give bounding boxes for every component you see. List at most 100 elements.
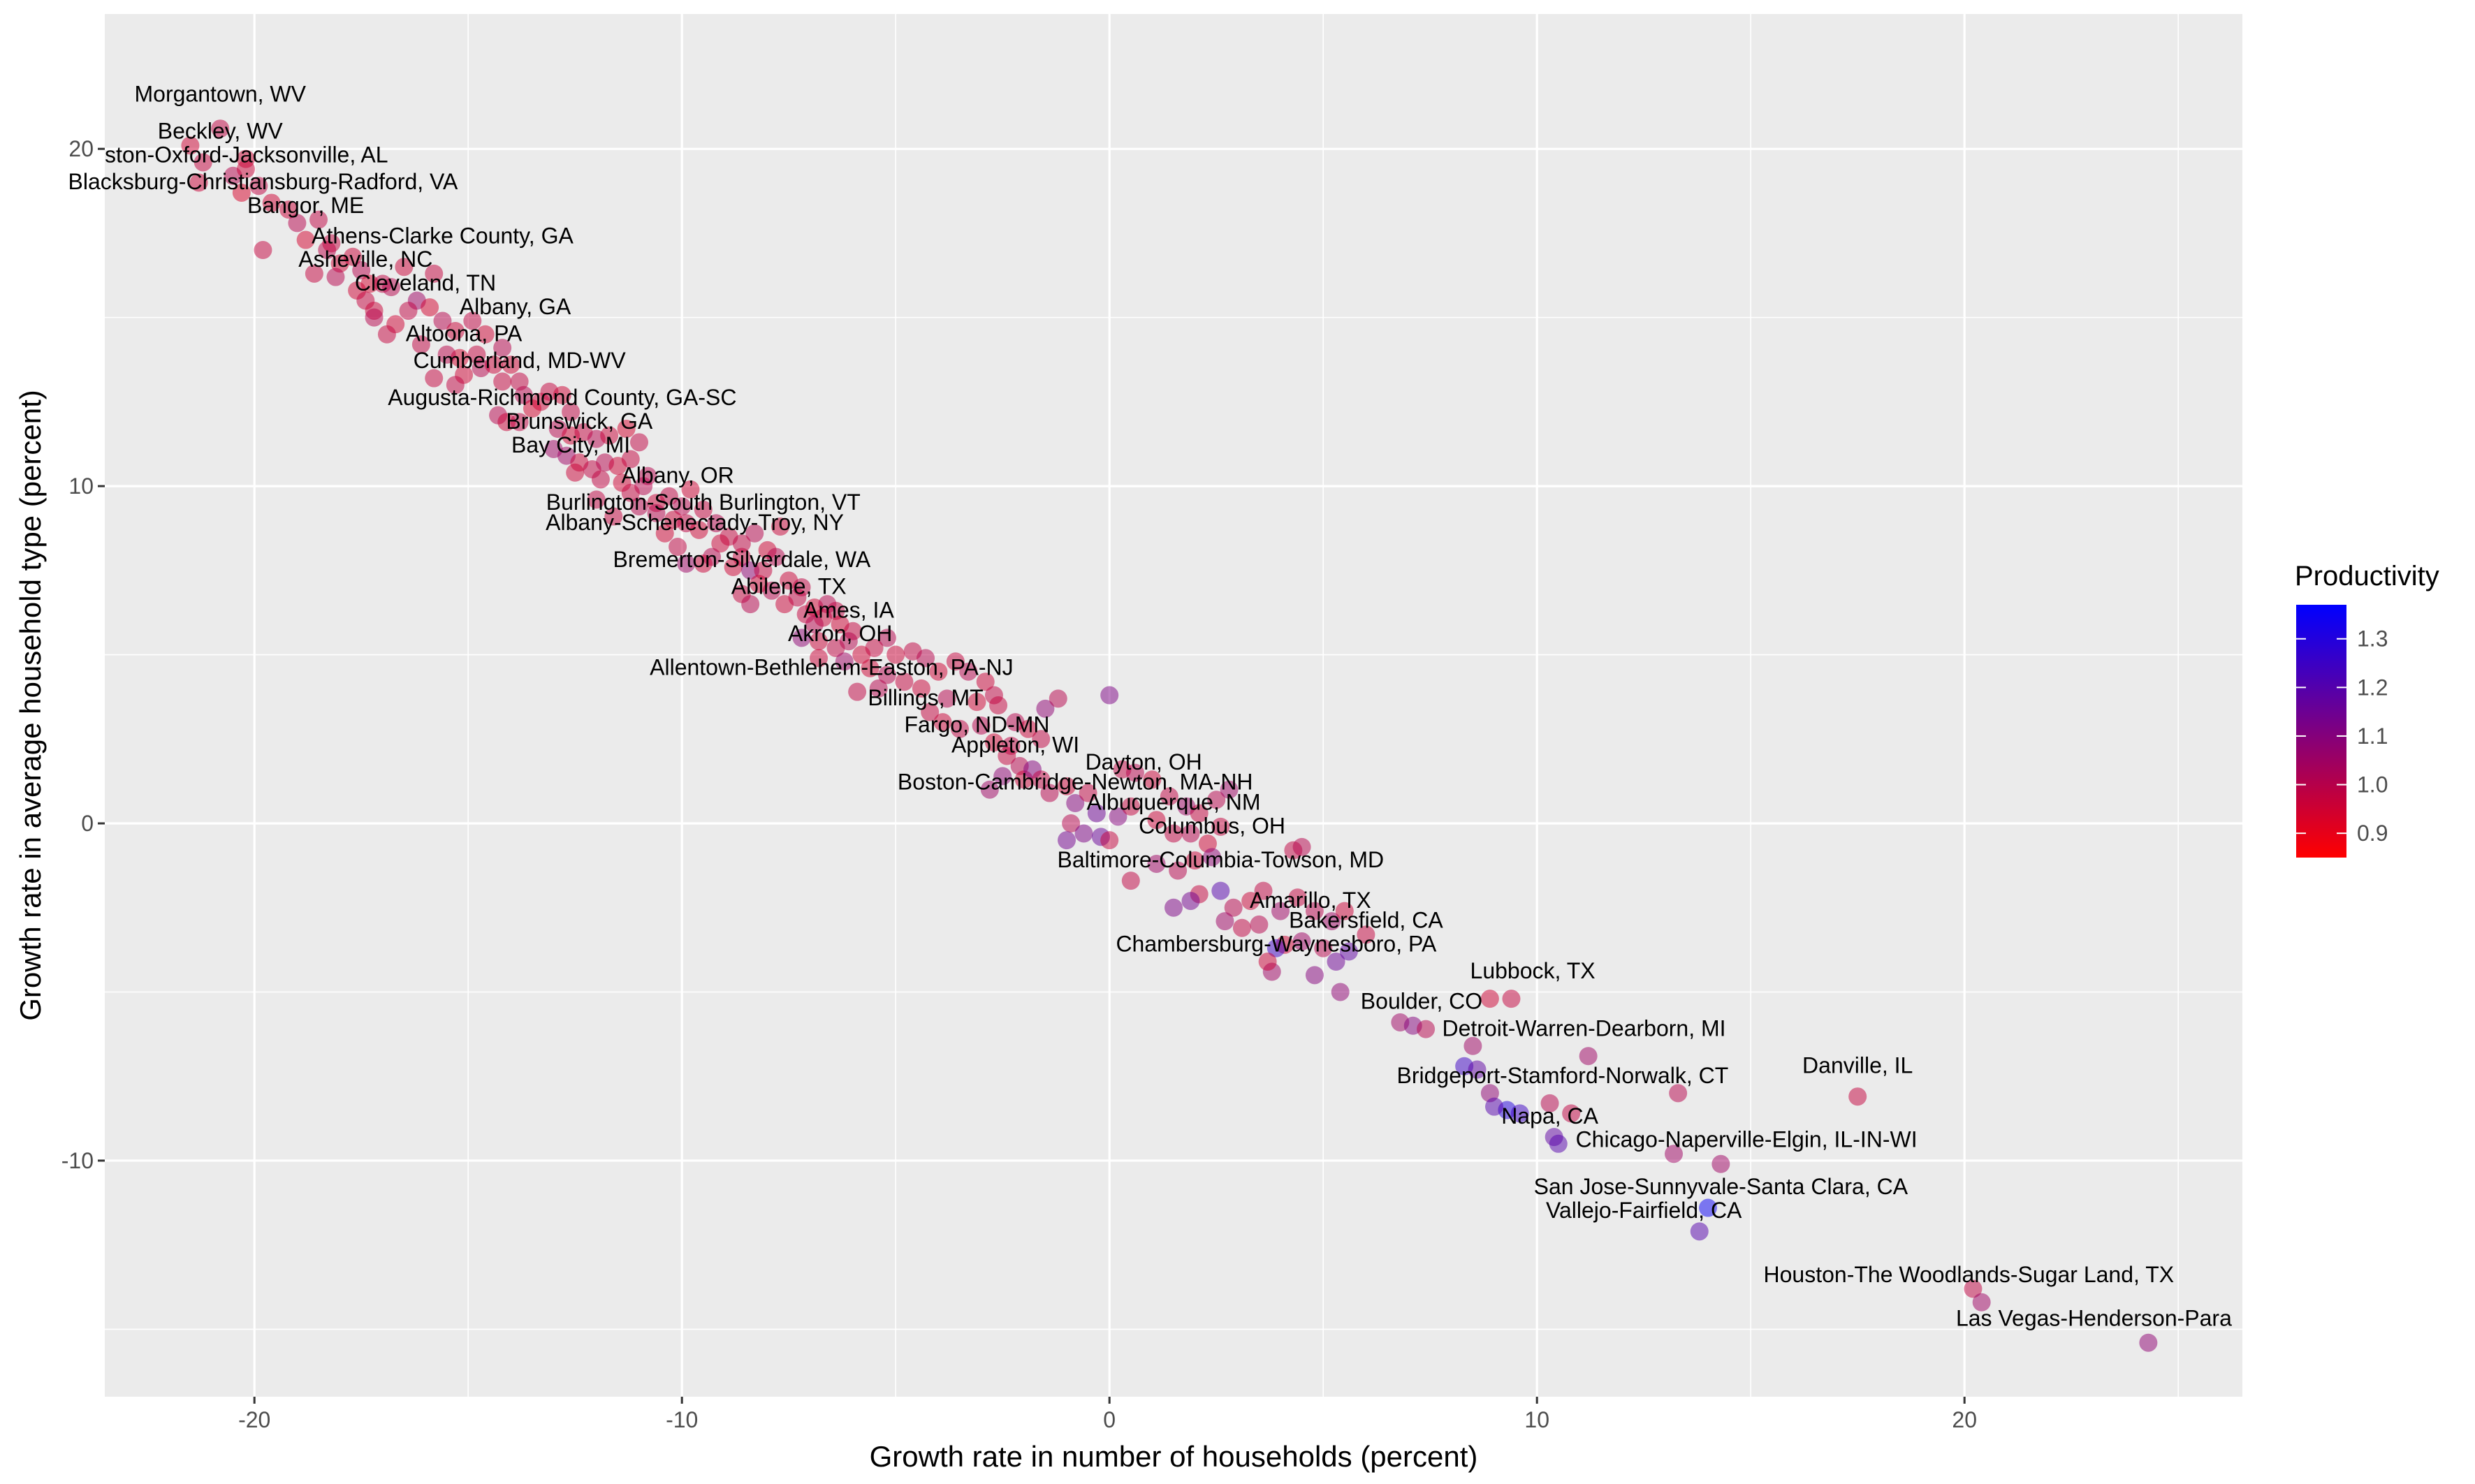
data-point [463, 311, 482, 330]
data-point [1305, 966, 1324, 985]
data-point [553, 385, 571, 404]
data-point [411, 335, 430, 354]
data-point [1147, 811, 1166, 830]
data-point [805, 615, 824, 634]
data-point [591, 470, 610, 489]
point-label: Dayton, OH [1086, 749, 1202, 774]
data-point [694, 500, 713, 519]
data-point [254, 241, 272, 260]
data-point [1087, 804, 1106, 823]
data-point [566, 463, 585, 482]
point-label: Baltimore-Columbia-Towson, MD [1057, 847, 1384, 872]
data-point [1510, 1104, 1529, 1123]
data-point [433, 311, 452, 330]
data-point [587, 490, 606, 509]
data-point [604, 507, 623, 526]
y-tick-label: 0 [81, 811, 94, 836]
data-point [1562, 1104, 1581, 1123]
data-point [617, 420, 636, 438]
data-point [946, 652, 965, 671]
data-point [425, 369, 444, 388]
data-point [771, 517, 789, 536]
data-point [912, 679, 930, 698]
data-point [502, 355, 520, 374]
data-point [1224, 898, 1243, 917]
data-point [689, 520, 708, 539]
data-point [1074, 824, 1093, 843]
y-tick-label: -10 [61, 1148, 94, 1173]
data-point [194, 153, 212, 172]
data-point [1181, 824, 1200, 843]
legend-colorbar [2296, 605, 2346, 858]
data-point [810, 632, 828, 651]
data-point [1669, 1084, 1688, 1103]
data-point [399, 301, 418, 320]
point-label: Chambersburg-Waynesboro, PA [1116, 932, 1437, 957]
x-axis-title: Growth rate in number of households (per… [870, 1440, 1478, 1473]
data-point [1972, 1293, 1991, 1312]
data-point [959, 662, 978, 681]
data-point [1121, 872, 1140, 890]
data-point [865, 638, 884, 657]
data-point [1292, 932, 1311, 951]
y-axis-ticks: -10 0 10 20 [61, 136, 105, 1173]
data-point [446, 376, 465, 395]
data-point [972, 716, 991, 735]
point-label: Napa, CA [1501, 1103, 1598, 1129]
point-label: Ames, IA [803, 597, 894, 622]
point-label: Cumberland, MD-WV [414, 348, 627, 373]
data-point [1109, 807, 1127, 826]
data-point [1220, 780, 1239, 799]
data-point [1207, 791, 1226, 809]
point-label: Boulder, CO [1361, 989, 1482, 1014]
data-point [886, 645, 905, 664]
data-point [1058, 777, 1076, 795]
point-label: Albany, GA [460, 294, 571, 319]
data-point [493, 372, 512, 391]
data-point [322, 234, 341, 253]
data-point [766, 548, 785, 566]
data-point [236, 160, 255, 179]
data-point [189, 173, 208, 192]
x-axis-ticks: -20 -10 0 10 20 [238, 1397, 1977, 1432]
data-point [750, 575, 768, 594]
point-label: Blacksburg-Christiansburg-Radford, VA [68, 169, 459, 194]
data-point [659, 487, 678, 506]
data-point [1468, 1060, 1487, 1079]
point-label: Albany-Schenectady-Troy, NY [546, 510, 844, 535]
data-point [655, 524, 674, 543]
data-point [1190, 804, 1209, 823]
grid-lines [105, 14, 2242, 1397]
point-label: Columbus, OH [1139, 814, 1285, 839]
data-point [232, 183, 251, 202]
data-point [1711, 1154, 1730, 1173]
data-point [1232, 918, 1251, 937]
point-label: Albany, OR [621, 462, 733, 487]
data-point [647, 504, 666, 522]
data-point [1266, 939, 1285, 957]
legend-ticks: 1.3 1.2 1.1 1.0 0.9 [2296, 626, 2388, 846]
data-point [741, 595, 760, 614]
data-point [1327, 953, 1345, 971]
data-point [343, 247, 362, 266]
point-label: Bakersfield, CA [1289, 908, 1443, 933]
data-point [835, 652, 854, 671]
data-point [1215, 912, 1234, 931]
data-point [792, 629, 811, 647]
y-tick-label: 10 [68, 473, 94, 499]
data-point [810, 649, 828, 668]
data-point [1203, 848, 1222, 867]
point-labels: Morgantown, WV Beckley, WVston-Oxford-Jac… [68, 82, 2233, 1331]
point-label: Altoona, PA [406, 321, 523, 346]
data-point [476, 325, 495, 344]
data-point [1335, 902, 1354, 920]
data-point [993, 767, 1012, 786]
data-point [1143, 770, 1162, 789]
data-point [1181, 892, 1200, 911]
data-point [921, 703, 940, 721]
data-point [1357, 925, 1375, 944]
data-point [437, 345, 456, 364]
data-point [669, 538, 687, 557]
data-point [425, 264, 444, 283]
